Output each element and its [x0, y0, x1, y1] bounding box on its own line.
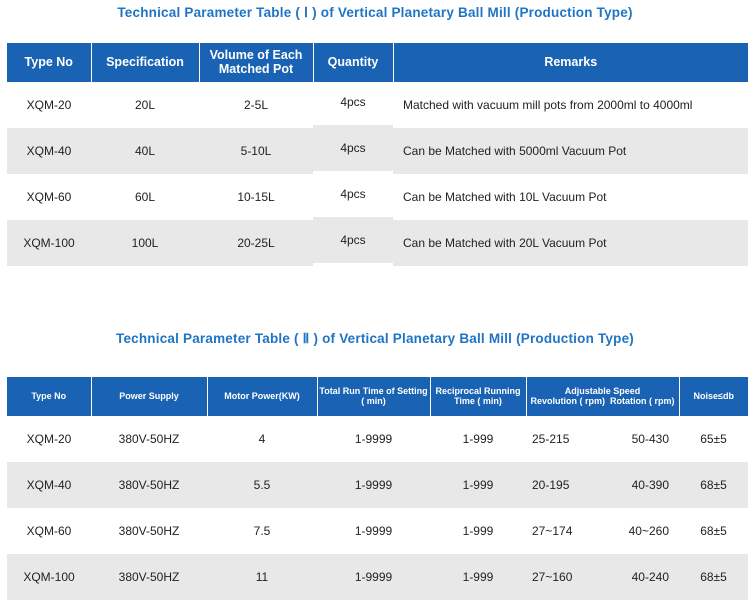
cell-revolution: 27~160 — [532, 570, 573, 584]
cell-volume: 2-5L — [243, 98, 269, 112]
cell-total-run-time: 1-9999 — [354, 432, 393, 446]
adjustable-speed-label: Adjustable Speed — [564, 386, 641, 397]
col-adjustable-speed: Adjustable Speed Revolution ( rpm) Rotat… — [526, 377, 680, 416]
cell-specification: 100L — [91, 220, 199, 266]
cell-quantity: 4pcs — [313, 217, 393, 263]
cell-rotation: 50-430 — [631, 432, 669, 446]
cell-noise: 68±5 — [679, 462, 748, 508]
cell-total-run-time: 1-9999 — [317, 462, 430, 508]
cell-quantity: 4pcs — [340, 187, 366, 201]
cell-speed: 25-215 50-430 — [526, 416, 679, 462]
cell-reciprocal-time: 1-999 — [462, 432, 494, 446]
cell-remarks: Matched with vacuum mill pots from 2000m… — [403, 98, 693, 112]
cell-remarks: Can be Matched with 5000ml Vacuum Pot — [393, 128, 748, 174]
cell-motor-power: 5.5 — [207, 462, 317, 508]
cell-type-no: XQM-20 — [26, 432, 72, 446]
col-noise: Noise≤db — [679, 377, 748, 416]
table-row: XQM-60 380V-50HZ 7.5 1-9999 1-999 27~174 40~26… — [7, 508, 748, 554]
table-row: XQM-100 380V-50HZ 11 1-9999 1-999 27~160 40-24… — [7, 554, 748, 600]
col-type-no: Type No — [7, 377, 92, 416]
cell-total-run-time: 1-9999 — [354, 524, 393, 538]
cell-reciprocal-time: 1-999 — [430, 554, 526, 600]
cell-type-no: XQM-60 — [26, 190, 72, 204]
parameter-table-2: Type No Power Supply Motor Power(KW) Tot… — [7, 377, 748, 600]
cell-speed: 20-195 40-390 — [526, 462, 679, 508]
cell-volume: 20-25L — [199, 220, 313, 266]
cell-speed: 27~160 40-240 — [526, 554, 679, 600]
col-reciprocal-running-time: Reciprocal Running Time ( min) — [430, 377, 527, 416]
cell-type-no: XQM-20 — [26, 98, 72, 112]
cell-power-supply: 380V-50HZ — [118, 432, 180, 446]
cell-quantity: 4pcs — [313, 125, 393, 171]
cell-specification: 60L — [134, 190, 156, 204]
cell-volume: 10-15L — [237, 190, 275, 204]
cell-revolution: 25-215 — [532, 432, 570, 446]
cell-power-supply: 380V-50HZ — [91, 462, 207, 508]
col-specification: Specification — [91, 43, 200, 82]
col-motor-power: Motor Power(KW) — [207, 377, 318, 416]
cell-reciprocal-time: 1-999 — [462, 524, 494, 538]
table-row: XQM-40 380V-50HZ 5.5 1-9999 1-999 20-195 40-39… — [7, 462, 748, 508]
cell-type-no: XQM-40 — [7, 462, 91, 508]
cell-speed: 27~174 40~260 — [526, 508, 679, 554]
table1-title: Technical Parameter Table ( Ⅰ ) of Verti… — [117, 5, 633, 20]
cell-power-supply: 380V-50HZ — [91, 554, 207, 600]
cell-noise: 68±5 — [679, 554, 748, 600]
col-remarks: Remarks — [393, 43, 748, 82]
cell-specification: 20L — [134, 98, 156, 112]
cell-noise: 65±5 — [700, 432, 727, 446]
col-quantity: Quantity — [313, 43, 394, 82]
table-row: XQM-60 60L 10-15L 4pcs Can be Matched wi… — [7, 174, 748, 220]
cell-rotation: 40~260 — [628, 524, 669, 538]
cell-motor-power: 11 — [207, 554, 317, 600]
cell-motor-power: 4 — [258, 432, 266, 446]
cell-power-supply: 380V-50HZ — [118, 524, 180, 538]
cell-revolution: 20-195 — [532, 478, 570, 492]
cell-specification: 40L — [91, 128, 199, 174]
cell-revolution: 27~174 — [532, 524, 573, 538]
cell-remarks: Can be Matched with 10L Vacuum Pot — [403, 190, 607, 204]
table-row: XQM-20 380V-50HZ 4 1-9999 1-999 25-215 50-430 6… — [7, 416, 748, 462]
cell-total-run-time: 1-9999 — [317, 554, 430, 600]
col-power-supply: Power Supply — [91, 377, 208, 416]
cell-rotation: 40-390 — [631, 478, 669, 492]
table-row: XQM-20 20L 2-5L 4pcs Matched with vacuum… — [7, 82, 748, 128]
table2-title: Technical Parameter Table ( Ⅱ ) of Verti… — [116, 331, 634, 346]
col-total-run-time: Total Run Time of Setting ( min) — [317, 377, 431, 416]
cell-quantity: 4pcs — [340, 95, 366, 109]
cell-reciprocal-time: 1-999 — [430, 462, 526, 508]
table2-header-row: Type No Power Supply Motor Power(KW) Tot… — [7, 377, 748, 416]
col-type-no: Type No — [7, 43, 92, 82]
cell-volume: 5-10L — [199, 128, 313, 174]
rotation-label: Rotation ( rpm) — [610, 395, 675, 406]
cell-type-no: XQM-100 — [7, 554, 91, 600]
cell-type-no: XQM-40 — [7, 128, 91, 174]
col-volume: Volume of Each Matched Pot — [199, 43, 314, 82]
revolution-label: Revolution ( rpm) — [530, 395, 606, 406]
cell-type-no: XQM-100 — [7, 220, 91, 266]
table-row: XQM-100 100L 20-25L 4pcs Can be Matched … — [7, 217, 748, 266]
cell-rotation: 40-240 — [631, 570, 669, 584]
cell-noise: 68±5 — [700, 524, 727, 538]
cell-remarks: Can be Matched with 20L Vacuum Pot — [393, 220, 748, 266]
table-row: XQM-40 40L 5-10L 4pcs Can be Matched wit… — [7, 125, 748, 174]
cell-type-no: XQM-60 — [26, 524, 72, 538]
table1-header-row: Type No Specification Volume of Each Mat… — [7, 43, 748, 82]
cell-motor-power: 7.5 — [253, 524, 271, 538]
parameter-table-1: Type No Specification Volume of Each Mat… — [7, 43, 748, 266]
